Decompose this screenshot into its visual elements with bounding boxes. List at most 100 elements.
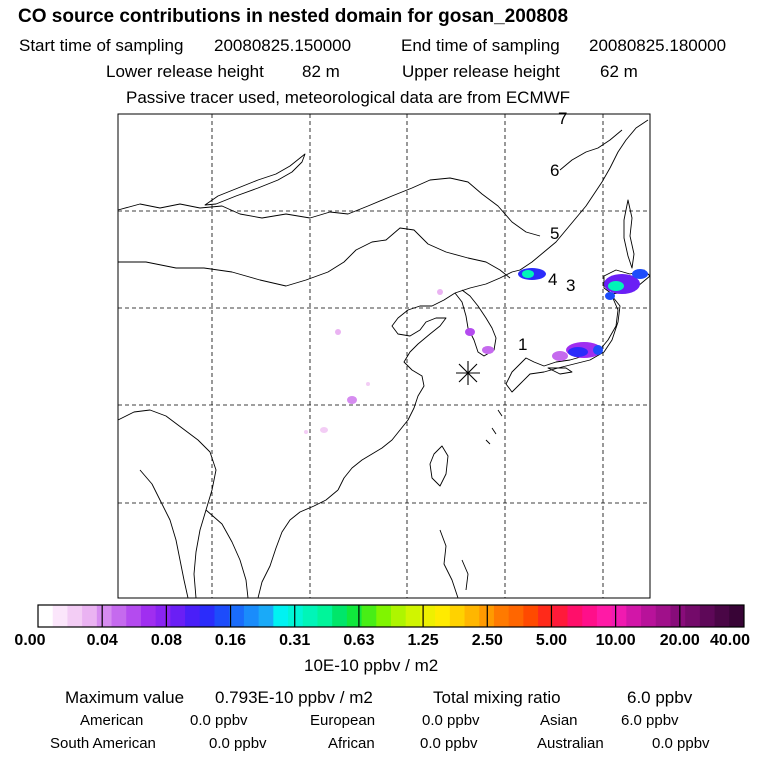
lower-release-label: Lower release height (106, 62, 264, 81)
colorbar-cell-33 (523, 605, 539, 627)
chart-title: CO source contributions in nested domain… (18, 6, 569, 27)
colorbar-cell-26 (420, 605, 436, 627)
colorbar-cell-40 (626, 605, 642, 627)
plume-japan-honshu-core (568, 347, 588, 357)
plume-china-inland-1 (335, 329, 341, 335)
plume-hokkaido-core (608, 281, 624, 291)
colorbar-tick-7: 2.50 (472, 632, 503, 649)
colorbar-cell-43 (670, 605, 686, 627)
colorbar-cell-2 (67, 605, 83, 627)
colorbar-cell-44 (685, 605, 701, 627)
colorbar-cell-39 (611, 605, 627, 627)
colorbar-cell-34 (538, 605, 554, 627)
end-time-value: 20080825.180000 (589, 36, 727, 55)
colorbar: 0.00 0.04 0.08 0.16 0.31 0.63 1.25 2.50 5.00 10.0… (14, 604, 750, 649)
trajectory-label-4: 4 (548, 270, 557, 289)
map-area: 1 3 4 5 6 7 (117, 109, 651, 599)
colorbar-cell-17 (288, 605, 304, 627)
region-value-australian: 0.0 ppbv (652, 735, 710, 752)
trajectory-label-1: 1 (518, 335, 527, 354)
colorbar-cell-31 (493, 605, 510, 627)
plume-sakhalin-coast-core (522, 270, 534, 278)
colorbar-cell-6 (126, 605, 142, 627)
colorbar-cell-41 (641, 605, 657, 627)
colorbar-tick-9: 10.00 (596, 632, 636, 649)
colorbar-cell-45 (699, 605, 716, 627)
plume-japan-honshu-west (552, 351, 568, 361)
plume-china-south-2 (304, 430, 308, 434)
colorbar-cell-36 (567, 605, 583, 627)
region-value-african: 0.0 ppbv (420, 735, 478, 752)
colorbar-cell-7 (140, 605, 157, 627)
colorbar-cell-4 (96, 605, 113, 627)
south-china-coast (257, 489, 339, 599)
max-value: 0.793E-10 ppbv / m2 (215, 688, 373, 707)
end-time-label: End time of sampling (401, 36, 560, 55)
colorbar-tick-5: 0.63 (343, 632, 374, 649)
colorbar-cell-13 (229, 605, 245, 627)
plume-china-inland-2 (347, 396, 357, 404)
colorbar-cells (38, 605, 745, 627)
start-time-value: 20080825.150000 (214, 36, 352, 55)
tracer-note: Passive tracer used, meteorological data… (126, 88, 571, 107)
colorbar-cell-19 (317, 605, 333, 627)
china-southwest-border (117, 409, 217, 599)
colorbar-cell-46 (714, 605, 730, 627)
plume-hokkaido-south (605, 292, 615, 300)
colorbar-tick-10: 20.00 (660, 632, 700, 649)
plume-korea-south (482, 346, 494, 354)
total-mixing-value: 6.0 ppbv (627, 688, 693, 707)
russia-mongolia-border (117, 177, 541, 237)
mongolia-china-border (118, 227, 511, 287)
map-grid (118, 114, 650, 598)
plume-korea-west (465, 328, 475, 336)
colorbar-tick-0: 0.00 (14, 632, 45, 649)
plumes (304, 268, 648, 434)
region-value-american: 0.0 ppbv (190, 712, 248, 729)
colorbar-cell-11 (199, 605, 215, 627)
trajectory-labels: 1 3 4 5 6 7 (518, 109, 575, 354)
sakhalin-island (623, 199, 635, 269)
colorbar-cell-18 (302, 605, 318, 627)
region-value-asian: 6.0 ppbv (621, 712, 679, 729)
region-name-south-american: South American (50, 735, 156, 752)
colorbar-cell-32 (508, 605, 524, 627)
upper-release-value: 62 m (600, 62, 638, 81)
taiwan-island (429, 445, 449, 487)
colorbar-cell-12 (214, 605, 230, 627)
trajectory-label-7: 7 (558, 109, 567, 128)
colorbar-cell-3 (82, 605, 98, 627)
colorbar-tick-4: 0.31 (279, 632, 310, 649)
colorbar-cell-29 (464, 605, 480, 627)
colorbar-tick-3: 0.16 (215, 632, 246, 649)
colorbar-unit: 10E-10 ppbv / m2 (304, 656, 439, 675)
plume-manchuria (437, 289, 443, 295)
lower-release-value: 82 m (302, 62, 340, 81)
colorbar-cell-23 (376, 605, 392, 627)
total-mixing-label: Total mixing ratio (433, 688, 561, 707)
region-value-south-american: 0.0 ppbv (209, 735, 267, 752)
upper-release-label: Upper release height (402, 62, 560, 81)
max-value-label: Maximum value (65, 688, 185, 707)
colorbar-dividers (101, 605, 681, 627)
philippines-islands (439, 529, 469, 599)
trajectory-label-6: 6 (550, 161, 559, 180)
map-frame (117, 113, 651, 599)
trajectory-label-3: 3 (566, 276, 575, 295)
plume-china-south (320, 427, 328, 433)
russian-far-east-coast (519, 119, 649, 271)
colorbar-cell-21 (346, 605, 363, 627)
shikoku-island (547, 367, 573, 375)
colorbar-cell-9 (170, 605, 186, 627)
hokkaido-island (603, 269, 651, 295)
colorbar-cell-1 (52, 605, 68, 627)
region-name-african: African (328, 735, 375, 752)
plume-japan-honshu-east (593, 345, 603, 355)
start-time-label: Start time of sampling (19, 36, 184, 55)
colorbar-cell-42 (655, 605, 671, 627)
colorbar-tick-8: 5.00 (536, 632, 567, 649)
colorbar-cell-37 (582, 605, 598, 627)
plume-hokkaido-east (632, 269, 648, 279)
colorbar-cell-28 (449, 605, 466, 627)
